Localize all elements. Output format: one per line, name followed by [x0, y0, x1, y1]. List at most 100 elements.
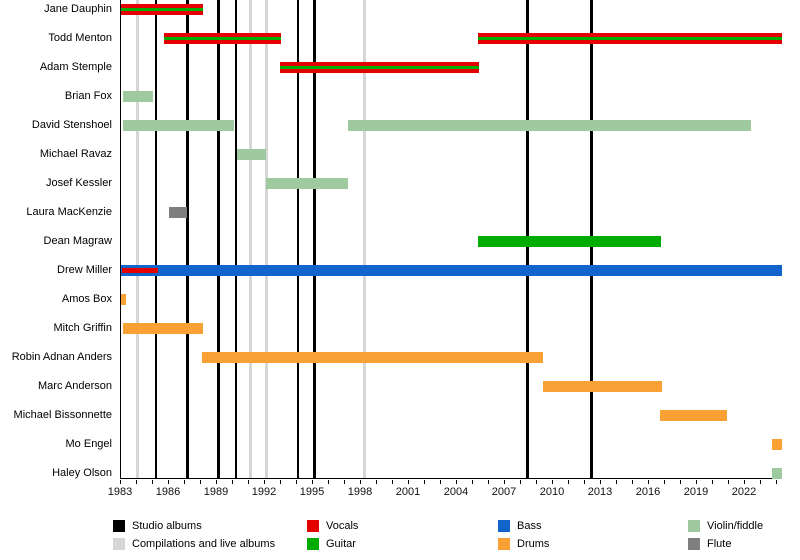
- axis-tick: [295, 479, 297, 484]
- legend-swatch-violin: [688, 520, 700, 532]
- axis-tick: [375, 479, 377, 484]
- member-bar-vocals: [121, 3, 203, 15]
- axis-tick: [503, 479, 505, 484]
- legend-label: Compilations and live albums: [132, 538, 276, 550]
- member-bar-drums: [660, 409, 728, 421]
- member-bar-violin: [348, 119, 752, 131]
- member-bar-drums: [543, 380, 662, 392]
- axis-tick: [551, 479, 553, 484]
- legend-swatch-compilation: [113, 538, 125, 550]
- axis-tick: [471, 479, 473, 484]
- legend-swatch-drums: [498, 538, 510, 550]
- legend-swatch-guitar: [307, 538, 319, 550]
- legend-label: Drums: [517, 538, 550, 550]
- axis-tick: [439, 479, 441, 484]
- member-bar-violin: [265, 177, 349, 189]
- member-bar-stripe-guitar: [121, 7, 203, 11]
- member-bar-bass: [121, 264, 782, 276]
- axis-tick: [535, 479, 537, 484]
- member-bar-vocals: [477, 32, 782, 44]
- member-label: Amos Box: [61, 293, 112, 305]
- member-bar-drums: [122, 322, 203, 334]
- axis-tick: [247, 479, 249, 484]
- member-label: Laura MacKenzie: [26, 206, 112, 218]
- axis-tick: [567, 479, 569, 484]
- axis-tick: [183, 479, 185, 484]
- member-label: Adam Stemple: [39, 61, 112, 73]
- axis-tick: [727, 479, 729, 484]
- studio-album-line: [154, 0, 158, 478]
- axis-year-label: 1986: [155, 485, 181, 498]
- legend-swatch-studio: [113, 520, 125, 532]
- axis-tick: [359, 479, 361, 484]
- axis-tick: [199, 479, 201, 484]
- axis-year-label: 2016: [635, 485, 661, 498]
- studio-album-line: [296, 0, 300, 478]
- member-bar-violin: [122, 90, 153, 102]
- axis-tick: [775, 479, 777, 484]
- studio-album-line: [217, 0, 220, 478]
- axis-tick: [583, 479, 585, 484]
- legend-label: Studio albums: [132, 520, 202, 532]
- legend-label: Guitar: [326, 538, 356, 550]
- axis-tick: [167, 479, 169, 484]
- axis-tick: [631, 479, 633, 484]
- compilation-album-line: [135, 0, 139, 478]
- member-bar-drums: [121, 293, 126, 305]
- legend-label: Bass: [517, 520, 542, 532]
- axis-tick: [711, 479, 713, 484]
- member-label: Haley Olson: [52, 467, 112, 479]
- member-bar-violin: [237, 148, 266, 160]
- member-bar-stripe-guitar: [280, 65, 480, 69]
- axis-year-label: 2004: [443, 485, 469, 498]
- axis-tick: [231, 479, 233, 484]
- axis-year-label: 2001: [395, 485, 421, 498]
- axis-tick: [695, 479, 697, 484]
- legend-swatch-vocals: [307, 520, 319, 532]
- member-label: Michael Bissonnette: [13, 409, 112, 421]
- member-bar-drums: [772, 438, 782, 450]
- compilation-album-line: [265, 0, 269, 478]
- legend-swatch-bass: [498, 520, 510, 532]
- compilation-album-line: [362, 0, 366, 478]
- axis-tick: [407, 479, 409, 484]
- axis-tick: [151, 479, 153, 484]
- axis-tick: [343, 479, 345, 484]
- x-axis: 1983 1986 1989 1992 1995 1998 2001 2004 2007 2010…: [108, 479, 781, 502]
- compilation-album-line: [249, 0, 253, 478]
- axis-tick: [311, 479, 313, 484]
- axis-year-label: 1998: [347, 485, 373, 498]
- member-label: Drew Miller: [57, 264, 112, 276]
- member-label: Marc Anderson: [38, 380, 112, 392]
- studio-album-line: [186, 0, 189, 478]
- axis-tick: [263, 479, 265, 484]
- legend: Studio albums Compilations and live album…: [0, 519, 800, 559]
- axis-tick: [615, 479, 617, 484]
- axis-year-label: 1995: [299, 485, 325, 498]
- member-bar-violin: [772, 467, 782, 479]
- member-label: Jane Dauphin: [44, 3, 112, 15]
- member-bar-flute: [169, 206, 187, 218]
- member-bar-violin: [122, 119, 234, 131]
- member-label: Robin Adnan Anders: [11, 351, 112, 363]
- axis-year-label: 2019: [683, 485, 709, 498]
- legend-label: Violin/fiddle: [707, 520, 764, 532]
- axis-year-label: 2013: [587, 485, 613, 498]
- axis-tick: [599, 479, 601, 484]
- axis-year-label: 2010: [539, 485, 565, 498]
- legend-label: Flute: [707, 538, 732, 550]
- axis-tick: [423, 479, 425, 484]
- member-bar-vocals: [164, 32, 281, 44]
- studio-album-line: [313, 0, 316, 478]
- axis-tick: [519, 479, 521, 484]
- axis-tick: [215, 479, 217, 484]
- axis-year-label: 1992: [251, 485, 277, 498]
- axis-year-label: 1989: [203, 485, 229, 498]
- member-label: Josef Kessler: [45, 177, 112, 189]
- member-label: David Stenshoel: [31, 119, 112, 131]
- studio-album-line: [234, 0, 238, 478]
- member-bar-stripe-guitar: [164, 36, 281, 40]
- axis-tick: [647, 479, 649, 484]
- member-label: Mo Engel: [65, 438, 112, 450]
